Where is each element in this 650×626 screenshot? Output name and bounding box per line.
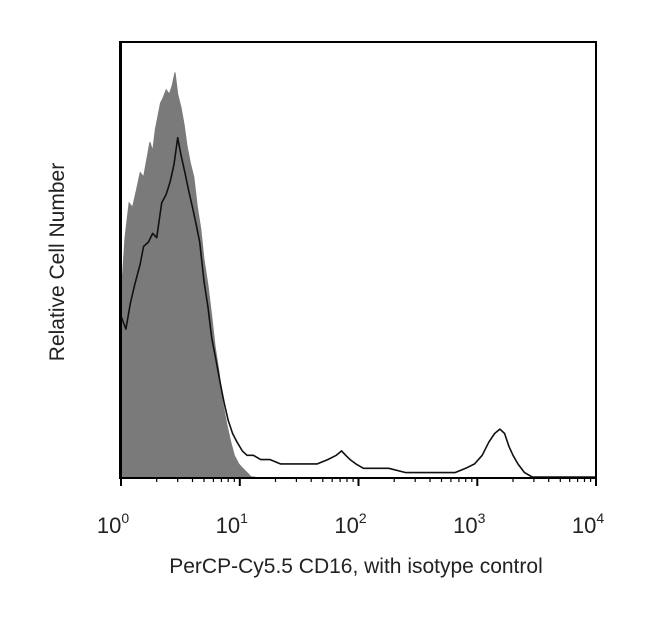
x-tick-label: 100 [97,510,129,538]
isotype-control-histogram [120,72,256,478]
x-axis-label: PerCP-Cy5.5 CD16, with isotype control [169,555,542,578]
plot-frame-left-edge [119,42,122,478]
x-axis-tick-labels: 100 101 102 103 104 [97,510,604,538]
x-tick-label: 102 [334,510,366,538]
x-axis-ticks [120,477,597,486]
x-tick-label: 101 [216,510,248,538]
plot-series-group [120,72,596,478]
x-tick-label: 103 [453,510,485,538]
x-tick-label: 104 [572,510,604,538]
cd16-histogram-line [120,136,596,478]
y-axis-label: Relative Cell Number [46,163,69,361]
